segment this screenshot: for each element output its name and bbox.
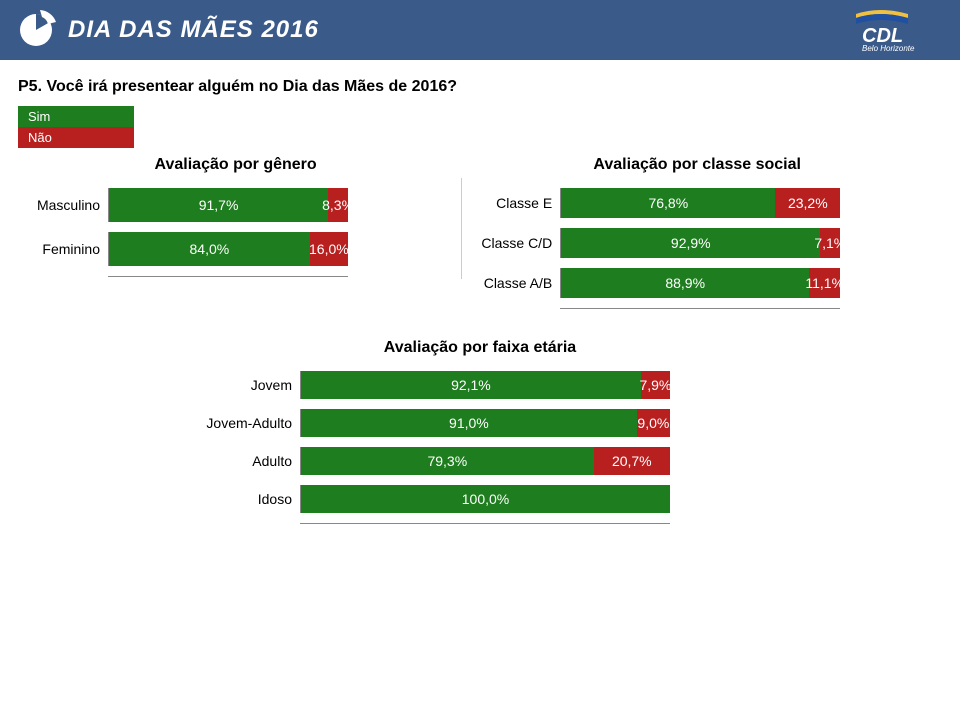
bar-track: 84,0%16,0% [108,232,348,266]
bar-track: 76,8%23,2% [560,188,840,218]
bar-track: 91,0%9,0% [300,409,670,437]
legend: Sim Não [18,106,960,148]
bar-row: Jovem-Adulto91,0%9,0% [180,409,780,437]
bar-segment-sim: 92,1% [301,371,641,399]
bar-segment-nao: 9,0% [637,409,670,437]
bar-label: Feminino [18,241,108,257]
legend-nao: Não [18,127,134,148]
bar-segment-nao: 7,9% [641,371,670,399]
bar-row: Classe A/B88,9%11,1% [470,268,924,298]
header-title: DIA DAS MÃES 2016 [68,16,319,44]
bar-segment-sim: 88,9% [561,268,809,298]
header-logo: CDL Belo Horizonte [850,8,940,52]
header-bar: DIA DAS MÃES 2016 CDL Belo Horizonte [0,0,960,60]
bar-track: 79,3%20,7% [300,447,670,475]
bar-segment-sim: 100,0% [301,485,670,513]
bar-track: 92,9%7,1% [560,228,840,258]
charts-top-row: Avaliação por gênero Masculino91,7%8,3% F… [0,148,960,309]
chart-title-faixa: Avaliação por faixa etária [10,339,950,357]
bar-segment-nao: 20,7% [594,447,670,475]
bar-segment-nao: 16,0% [310,232,348,266]
pie-icon [16,10,56,50]
bar-row: Feminino84,0%16,0% [18,232,453,266]
bar-label: Jovem [180,377,300,393]
bars-genero: Masculino91,7%8,3% Feminino84,0%16,0% [18,188,453,277]
bar-segment-sim: 79,3% [301,447,594,475]
bar-track: 92,1%7,9% [300,371,670,399]
bar-segment-sim: 91,0% [301,409,637,437]
chart-classe: Avaliação por classe social Classe E76,8… [462,148,932,309]
bar-segment-sim: 76,8% [561,188,775,218]
chart-title-genero: Avaliação por gênero [18,156,453,174]
legend-sim: Sim [18,106,134,127]
bar-label: Masculino [18,197,108,213]
bar-track: 88,9%11,1% [560,268,840,298]
bar-segment-nao: 8,3% [328,188,348,222]
bar-row: Jovem92,1%7,9% [180,371,780,399]
question-text: P5. Você irá presentear alguém no Dia da… [0,60,960,106]
axis-line [108,276,348,277]
chart-faixa: Avaliação por faixa etária Jovem92,1%7,9… [0,309,960,524]
bar-row: Classe C/D92,9%7,1% [470,228,924,258]
bar-track: 91,7%8,3% [108,188,348,222]
bar-label: Jovem-Adulto [180,415,300,431]
bar-label: Adulto [180,453,300,469]
bars-classe: Classe E76,8%23,2%Classe C/D92,9%7,1%Cla… [470,188,924,309]
bar-segment-nao: 23,2% [775,188,840,218]
svg-text:Belo Horizonte: Belo Horizonte [862,44,915,52]
bar-row: Masculino91,7%8,3% [18,188,453,222]
bar-segment-sim: 91,7% [109,188,328,222]
axis-line [560,308,840,309]
bar-track: 100,0% [300,485,670,513]
bar-label: Classe A/B [470,275,560,291]
bars-faixa: Jovem92,1%7,9%Jovem-Adulto91,0%9,0%Adult… [180,371,780,524]
bar-row: Idoso100,0% [180,485,780,513]
axis-line [300,523,670,524]
bar-label: Classe C/D [470,235,560,251]
bar-label: Classe E [470,195,560,211]
bar-row: Adulto79,3%20,7% [180,447,780,475]
bar-row: Classe E76,8%23,2% [470,188,924,218]
bar-label: Idoso [180,491,300,507]
bar-segment-nao: 11,1% [809,268,840,298]
bar-segment-sim: 92,9% [561,228,820,258]
chart-title-classe: Avaliação por classe social [470,156,924,174]
bar-segment-sim: 84,0% [109,232,310,266]
chart-genero: Avaliação por gênero Masculino91,7%8,3% F… [10,148,461,309]
bar-segment-nao: 7,1% [820,228,840,258]
